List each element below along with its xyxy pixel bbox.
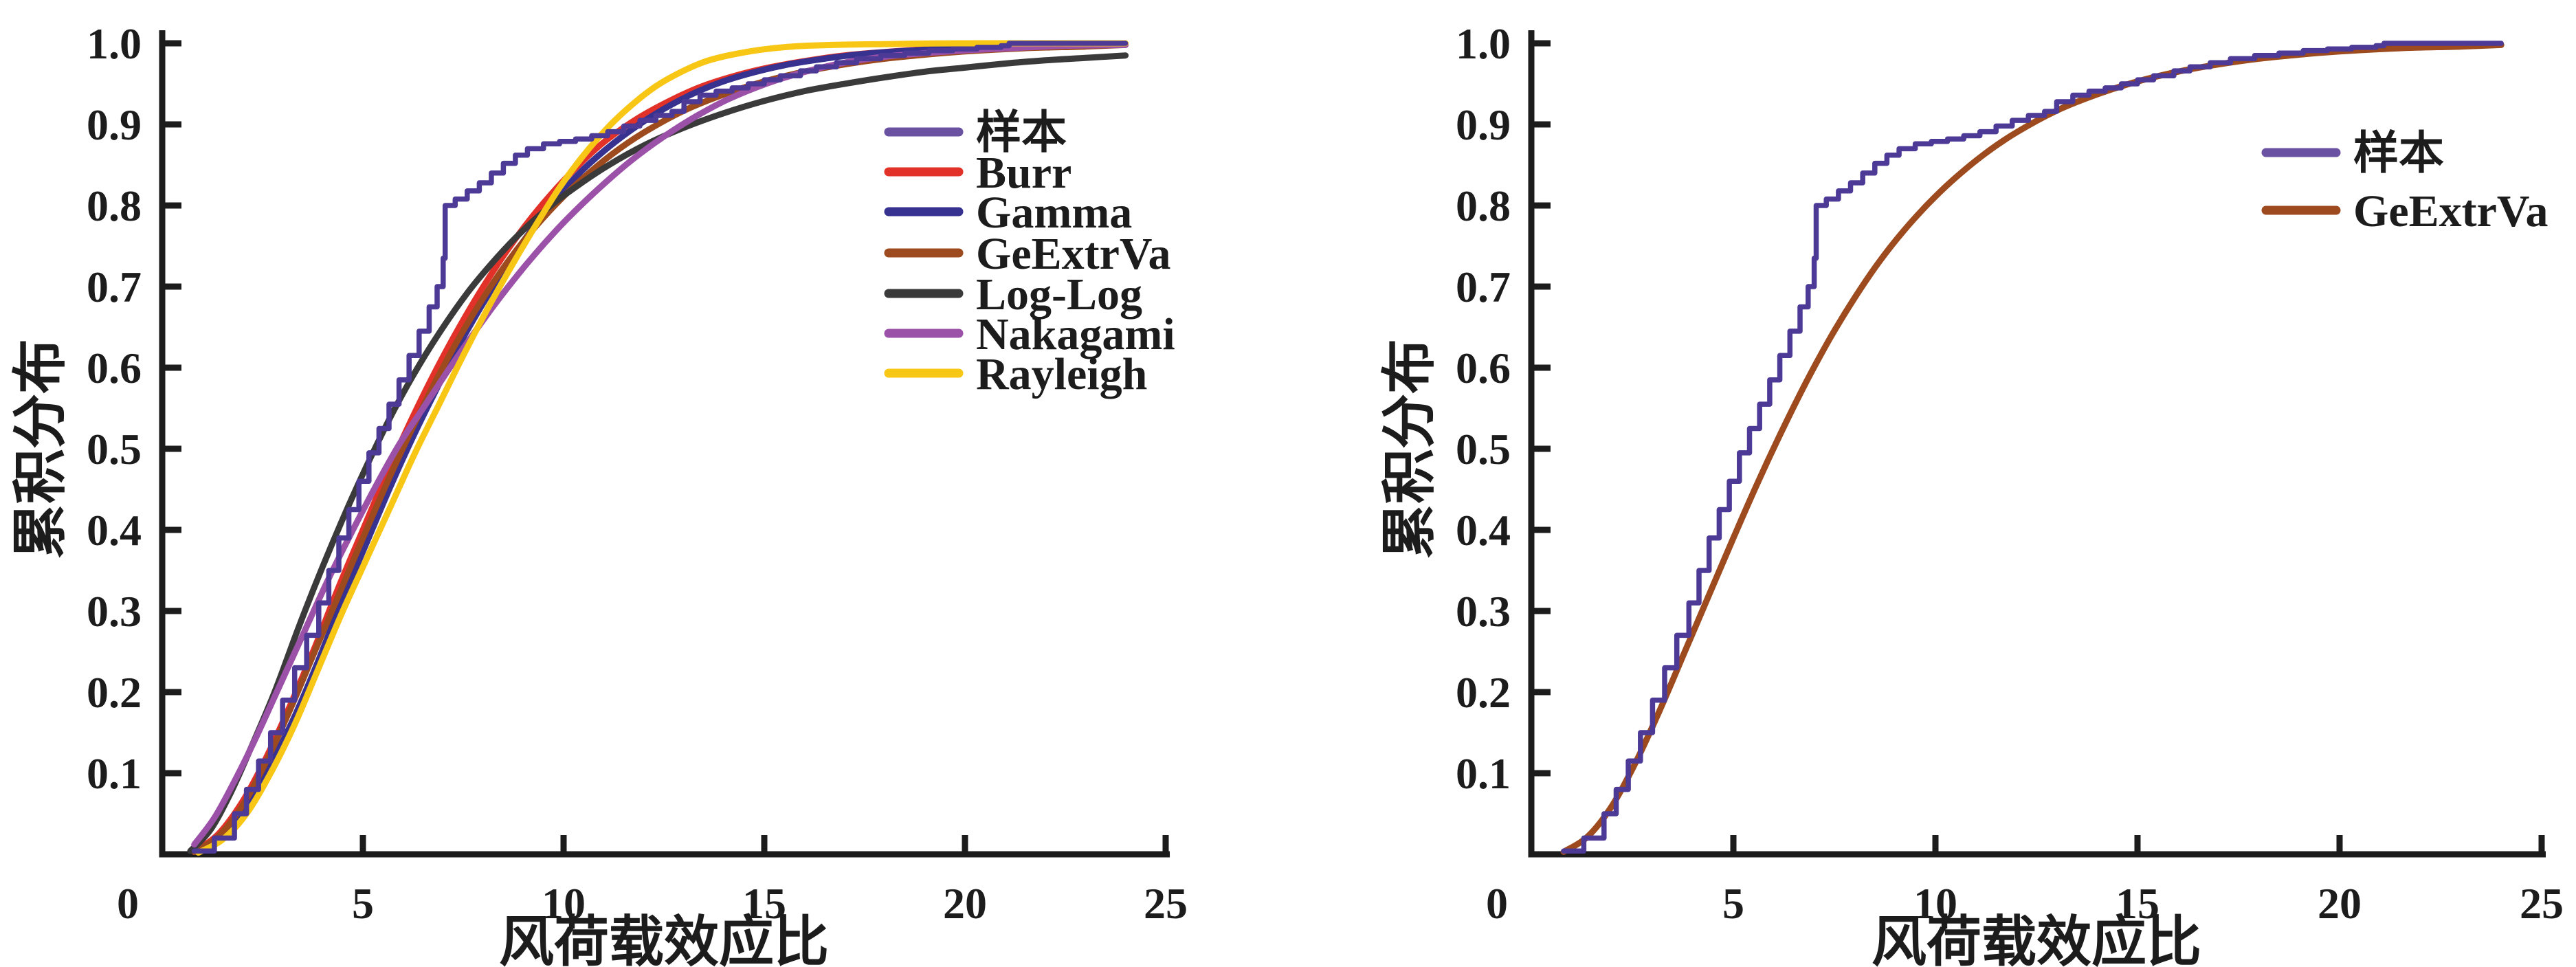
- series-Rayleigh: [195, 40, 1129, 856]
- x-tick-label-zero: 0: [117, 879, 139, 928]
- y-tick-label: 0.8: [1456, 181, 1511, 230]
- y-tick-label: 0.2: [87, 668, 142, 717]
- legend-label-GeExtrVa: GeExtrVa: [976, 229, 1171, 279]
- y-tick-label: 0.6: [1456, 344, 1511, 392]
- y-tick-label: 0.4: [1456, 506, 1511, 555]
- y-tick-label: 0.3: [87, 587, 142, 636]
- y-tick-label: 0.1: [1456, 749, 1511, 798]
- y-tick-label: 0.3: [1456, 587, 1511, 636]
- legend-label-Burr: Burr: [976, 148, 1072, 198]
- x-axis-title: 风荷载效应比: [1872, 913, 2201, 967]
- y-tick-label: 0.9: [1456, 100, 1511, 149]
- y-axis-title: 累积分布: [1380, 339, 1441, 559]
- y-tick-label: 1.0: [1456, 19, 1511, 68]
- series-样本: [1561, 41, 2504, 854]
- series-样本: [191, 41, 1129, 854]
- x-tick-label: 25: [1144, 879, 1188, 928]
- y-tick-label: 0.1: [87, 749, 142, 798]
- y-tick-label: 1.0: [87, 19, 142, 68]
- x-tick-label: 15: [2116, 879, 2159, 928]
- series-Log-Log: [187, 52, 1129, 854]
- legend-label-样本: 样本: [976, 108, 1067, 158]
- y-tick-label: 0.5: [1456, 425, 1511, 474]
- x-tick-label: 5: [352, 879, 374, 928]
- y-axis-title: 累积分布: [11, 339, 71, 559]
- legend-label-样本: 样本: [2353, 129, 2444, 179]
- legend-label-Rayleigh: Rayleigh: [976, 349, 1147, 399]
- x-tick-label: 10: [542, 879, 586, 928]
- x-tick-label: 10: [1913, 879, 1957, 928]
- x-tick-label: 5: [1722, 879, 1744, 928]
- x-tick-label: 20: [2318, 879, 2362, 928]
- axes-0: [159, 30, 1170, 858]
- y-tick-label: 0.9: [87, 100, 142, 149]
- legend-label-GeExtrVa: GeExtrVa: [2353, 186, 2549, 236]
- y-tick-label: 0.4: [87, 506, 142, 555]
- legend-label-Log-Log: Log-Log: [976, 269, 1142, 320]
- x-tick-label: 25: [2520, 879, 2564, 928]
- y-tick-label: 0.7: [1456, 263, 1511, 311]
- x-axis-title: 风荷载效应比: [499, 913, 829, 967]
- axes-1: [1528, 30, 2546, 858]
- legend-label-Gamma: Gamma: [976, 188, 1132, 238]
- y-tick-label: 0.5: [87, 425, 142, 474]
- y-tick-label: 0.7: [87, 263, 142, 311]
- y-tick-label: 0.2: [1456, 668, 1511, 717]
- legend-label-Nakagami: Nakagami: [976, 309, 1175, 359]
- y-tick-label: 0.8: [87, 181, 142, 230]
- x-tick-label: 20: [943, 879, 987, 928]
- y-tick-label: 0.6: [87, 344, 142, 392]
- x-tick-label: 15: [742, 879, 786, 928]
- x-tick-label-zero: 0: [1486, 879, 1508, 928]
